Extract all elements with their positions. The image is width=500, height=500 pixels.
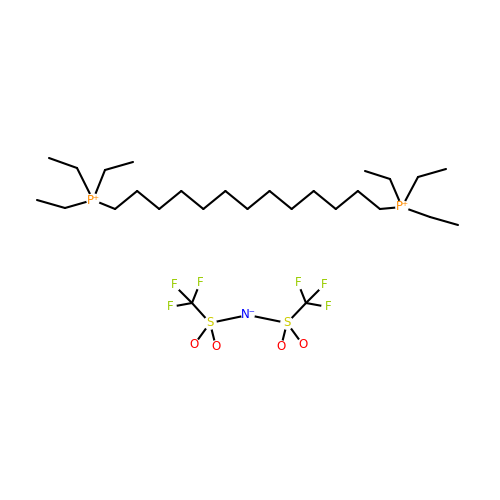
Circle shape [194, 277, 206, 289]
Circle shape [204, 317, 216, 329]
Circle shape [188, 339, 200, 351]
Text: O: O [276, 340, 285, 353]
Circle shape [322, 301, 334, 313]
Text: F: F [170, 278, 177, 291]
Text: O: O [190, 338, 198, 351]
Text: F: F [320, 278, 328, 291]
Text: P⁺: P⁺ [86, 194, 100, 206]
Text: N⁻: N⁻ [240, 308, 256, 322]
Text: O: O [298, 338, 308, 351]
Circle shape [210, 341, 222, 353]
Text: F: F [196, 276, 203, 289]
Circle shape [318, 279, 330, 291]
Circle shape [164, 301, 176, 313]
Text: P⁺: P⁺ [396, 200, 408, 213]
Circle shape [292, 277, 304, 289]
Text: F: F [324, 300, 332, 314]
Text: S: S [284, 316, 290, 330]
Circle shape [242, 309, 254, 321]
Text: F: F [294, 276, 302, 289]
Circle shape [87, 194, 99, 206]
Text: F: F [166, 300, 173, 314]
Circle shape [297, 339, 309, 351]
Text: O: O [212, 340, 220, 353]
Circle shape [275, 341, 287, 353]
Text: S: S [206, 316, 214, 330]
Circle shape [396, 201, 408, 213]
Circle shape [281, 317, 293, 329]
Circle shape [168, 279, 180, 291]
